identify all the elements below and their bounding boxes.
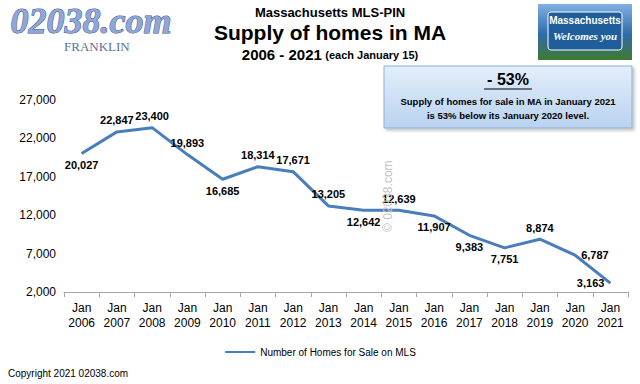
svg-text:17,671: 17,671 xyxy=(276,154,310,166)
svg-text:22,000: 22,000 xyxy=(19,131,56,145)
svg-text:19,893: 19,893 xyxy=(171,137,205,149)
svg-text:- 53%: - 53% xyxy=(487,71,529,88)
svg-text:22,847: 22,847 xyxy=(100,114,134,126)
svg-text:12,000: 12,000 xyxy=(19,208,56,222)
svg-text:2011: 2011 xyxy=(245,316,271,330)
svg-text:7,751: 7,751 xyxy=(491,253,519,265)
svg-text:is 53% below its January 2020: is 53% below its January 2020 level. xyxy=(427,110,589,121)
svg-text:11,907: 11,907 xyxy=(418,221,451,233)
svg-text:23,400: 23,400 xyxy=(135,110,169,122)
svg-text:Welcomes you: Welcomes you xyxy=(553,30,617,42)
svg-text:2013: 2013 xyxy=(315,316,342,330)
svg-text:2008: 2008 xyxy=(139,316,166,330)
svg-text:Number of Homes for Sale on ML: Number of Homes for Sale on MLS xyxy=(260,347,416,358)
svg-text:2017: 2017 xyxy=(456,316,483,330)
svg-text:18,314: 18,314 xyxy=(241,149,276,161)
svg-text:7,000: 7,000 xyxy=(26,247,56,261)
svg-text:Jan: Jan xyxy=(424,301,443,315)
svg-text:Jan: Jan xyxy=(248,301,267,315)
svg-text:12,642: 12,642 xyxy=(347,216,381,228)
svg-text:© 02038.com: © 02038.com xyxy=(381,160,395,232)
svg-text:Jan: Jan xyxy=(142,301,161,315)
svg-text:13,205: 13,205 xyxy=(312,188,346,200)
svg-text:2,000: 2,000 xyxy=(26,285,56,299)
svg-text:2009: 2009 xyxy=(174,316,201,330)
svg-text:2006: 2006 xyxy=(68,316,95,330)
svg-text:2016: 2016 xyxy=(421,316,448,330)
svg-text:16,685: 16,685 xyxy=(206,185,240,197)
svg-text:9,383: 9,383 xyxy=(456,241,484,253)
svg-text:17,000: 17,000 xyxy=(19,170,56,184)
svg-text:2018: 2018 xyxy=(491,316,518,330)
svg-text:12,639: 12,639 xyxy=(382,192,416,205)
svg-text:Jan: Jan xyxy=(495,301,514,315)
svg-text:27,000: 27,000 xyxy=(19,93,56,107)
svg-text:Supply of homes for sale in MA: Supply of homes for sale in MA in Januar… xyxy=(400,96,616,107)
svg-text:Massachusetts MLS-PIN: Massachusetts MLS-PIN xyxy=(255,5,405,20)
svg-text:Jan: Jan xyxy=(601,301,620,315)
svg-text:02038.com: 02038.com xyxy=(11,1,172,41)
svg-text:Jan: Jan xyxy=(107,301,126,315)
svg-text:Jan: Jan xyxy=(213,301,232,315)
svg-text:Jan: Jan xyxy=(319,301,338,315)
svg-text:(each January 15): (each January 15) xyxy=(325,49,418,61)
svg-text:Supply of homes in MA: Supply of homes in MA xyxy=(214,21,446,44)
svg-text:FRANKLIN: FRANKLIN xyxy=(64,39,130,54)
svg-text:Massachusetts: Massachusetts xyxy=(549,15,621,26)
svg-text:2015: 2015 xyxy=(386,316,413,330)
svg-text:Jan: Jan xyxy=(460,301,479,315)
svg-text:2010: 2010 xyxy=(209,316,236,330)
svg-text:2020: 2020 xyxy=(562,316,589,330)
svg-text:8,874: 8,874 xyxy=(526,222,554,234)
svg-text:2006 - 2021: 2006 - 2021 xyxy=(242,46,322,63)
svg-text:Copyright 2021 02038.com: Copyright 2021 02038.com xyxy=(8,368,128,379)
svg-text:2007: 2007 xyxy=(104,316,131,330)
svg-text:Jan: Jan xyxy=(72,301,91,315)
svg-text:3,163: 3,163 xyxy=(577,277,605,289)
svg-text:6,787: 6,787 xyxy=(581,249,609,261)
svg-text:20,027: 20,027 xyxy=(65,159,99,171)
svg-text:2014: 2014 xyxy=(350,316,377,330)
svg-text:Jan: Jan xyxy=(283,301,302,315)
svg-text:Jan: Jan xyxy=(354,301,373,315)
svg-text:Jan: Jan xyxy=(389,301,408,315)
svg-text:2019: 2019 xyxy=(527,316,554,330)
svg-text:Jan: Jan xyxy=(530,301,549,315)
svg-text:Jan: Jan xyxy=(178,301,197,315)
svg-text:2012: 2012 xyxy=(280,316,307,330)
svg-text:Jan: Jan xyxy=(565,301,584,315)
svg-text:2021: 2021 xyxy=(597,316,624,330)
